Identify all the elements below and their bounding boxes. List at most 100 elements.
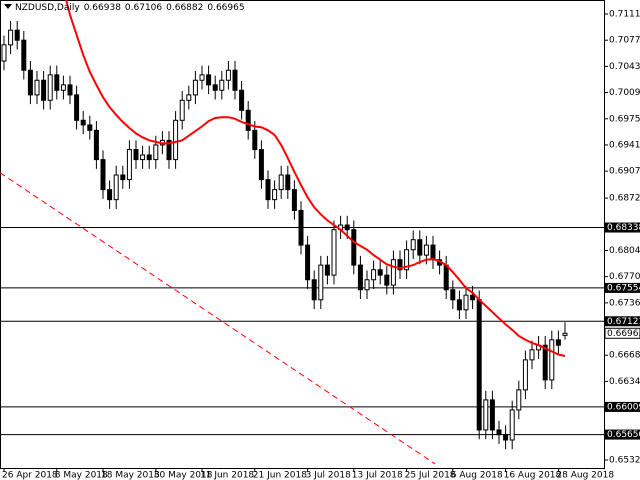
candle-body [225,69,231,81]
candle-body [219,79,225,91]
candle-body [430,244,436,261]
x-tick-label: 28 Aug 2018 [556,471,614,480]
candle-body [344,224,350,231]
close-value: 0.66965 [207,3,244,13]
candle-body [371,269,377,281]
candle-body [476,299,482,431]
price-level-label: 0.67121 [607,317,640,327]
x-tick-label: 3 Jul 2018 [306,471,351,480]
price-level-box [605,282,640,293]
moving-average [65,0,566,357]
price-level-label: 0.66009 [607,402,640,412]
candle-body [278,174,284,191]
candle-body [549,339,555,381]
candle-body [496,429,502,436]
candle-body [14,29,20,41]
candle-body [113,174,119,201]
candle-body [173,119,179,161]
candle-body [291,189,297,211]
open-value: 0.66938 [84,3,121,13]
candle-body [272,189,278,201]
candle-body [265,179,271,201]
candle-body [285,174,291,191]
candle-body [311,279,317,301]
x-tick-label: 26 Apr 2018 [2,471,58,480]
low-value: 0.66882 [166,3,203,13]
candle-body [80,119,86,126]
candle-body [450,289,456,301]
candle-body [443,264,449,291]
candle-body [364,279,370,291]
symbol-menu-icon[interactable] [4,4,12,9]
candle-body [509,409,515,441]
x-tick-label: 8 May 2018 [55,471,108,480]
candle-body [542,344,548,381]
candle-body [27,69,33,96]
candle-body [93,129,99,161]
candle-body [100,159,106,191]
candle-body [179,99,185,121]
symbol: NZDUSD,Daily [15,3,80,13]
current-price-box [604,327,640,339]
price-level-label: 0.68338 [607,223,640,233]
candle-body [34,79,40,96]
candle-body [410,239,416,251]
x-tick-label: 18 May 2018 [101,471,160,480]
x-tick-label: 13 Jul 2018 [352,471,403,480]
price-level-box [605,316,640,327]
current-price-label: 0.66965 [607,329,640,339]
candle-body [503,434,509,441]
price-level-label: 0.67554 [607,283,640,293]
candle-body [133,149,139,161]
price-level-box [605,222,640,233]
candle-body [74,94,80,121]
candle-body [384,274,390,286]
y-tick-label: 0.65320 [609,455,640,465]
candle-body [153,144,159,161]
candle-body [562,332,568,336]
candle-body [54,74,60,91]
candle-body [1,44,7,62]
candle-body [470,294,476,301]
plot-area [0,0,604,465]
chart-header: NZDUSD,Daily 0.66938 0.67106 0.66882 0.66965 [15,3,245,13]
x-tick-label: 16 Aug 2018 [504,471,562,480]
candle-body [522,359,528,391]
candle-body [489,399,495,431]
candle-body [107,189,113,201]
candle-body [529,349,535,361]
candle-body [87,124,93,131]
candle-body [126,149,132,181]
candle-body [324,264,330,276]
candle-body [318,264,324,301]
candle-body [166,139,172,161]
candle-body [41,79,47,101]
candle-body [192,79,198,96]
candle-body [206,74,212,86]
high-value: 0.67106 [125,3,162,13]
candle-body [516,389,522,411]
candle-body [417,239,423,256]
candle-body [456,299,462,311]
candle-body [305,244,311,281]
price-level-box [605,401,640,412]
x-tick-label: 21 Jun 2018 [253,471,307,480]
price-level-box [605,429,640,440]
candle-body [555,339,561,346]
candle-body [331,229,337,276]
candle-body [404,249,410,271]
candle-body [463,294,469,311]
candle-body [252,129,258,151]
candle-body [397,259,403,271]
candle-body [120,174,126,181]
candle-body [186,94,192,101]
